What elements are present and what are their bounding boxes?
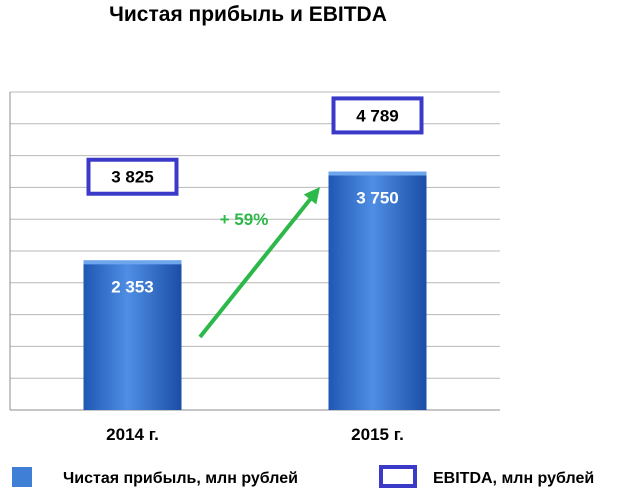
legend-label-net-profit: Чистая прибыль, млн рублей: [63, 470, 298, 487]
bars: 2 353 3 825 3 750 4 789: [83, 96, 427, 410]
x-tick-label: 2014 г.: [106, 425, 159, 444]
legend: Чистая прибыль, млн рублей EBITDA, млн р…: [12, 465, 594, 488]
ebitda-box: [86, 157, 179, 196]
growth-arrow: [198, 187, 320, 339]
x-axis-ticks: 2014 г. 2015 г.: [106, 425, 404, 444]
ebitda-value-label: 4 789: [356, 106, 399, 125]
bar-top-highlight: [328, 171, 427, 176]
growth-annotation: + 59%: [220, 210, 269, 229]
chart-title: Чистая прибыль и EBITDA: [109, 3, 387, 26]
bar-value-label: 3 750: [356, 189, 399, 208]
legend-swatch-ebitda: [379, 465, 417, 488]
legend-swatch-net-profit: [12, 467, 32, 487]
ebitda-value-label: 3 825: [111, 168, 154, 187]
legend-label-ebitda: EBITDA, млн рублей: [433, 470, 594, 487]
bar-net-profit: [83, 260, 182, 410]
bar-top-highlight: [83, 260, 182, 265]
x-tick-label: 2015 г.: [351, 425, 404, 444]
ebitda-box: [331, 96, 424, 135]
bar-value-label: 2 353: [111, 277, 154, 296]
bar-net-profit: [328, 171, 427, 410]
